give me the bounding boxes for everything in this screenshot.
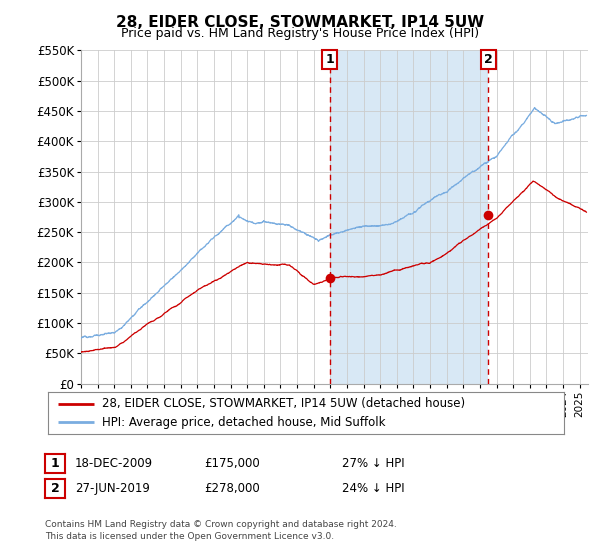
Text: 2: 2 [50,482,59,496]
Text: 1: 1 [325,53,334,66]
Bar [329,50,488,384]
Text: £175,000: £175,000 [204,457,260,470]
Text: 28, EIDER CLOSE, STOWMARKET, IP14 5UW (detached house): 28, EIDER CLOSE, STOWMARKET, IP14 5UW (d… [102,397,466,410]
Text: 24% ↓ HPI: 24% ↓ HPI [342,482,404,496]
Text: 2: 2 [484,53,493,66]
Text: 27% ↓ HPI: 27% ↓ HPI [342,457,404,470]
Text: 1: 1 [50,457,59,470]
Text: 28, EIDER CLOSE, STOWMARKET, IP14 5UW: 28, EIDER CLOSE, STOWMARKET, IP14 5UW [116,15,484,30]
Text: £278,000: £278,000 [204,482,260,496]
Text: Contains HM Land Registry data © Crown copyright and database right 2024.
This d: Contains HM Land Registry data © Crown c… [45,520,397,541]
Text: HPI: Average price, detached house, Mid Suffolk: HPI: Average price, detached house, Mid … [102,416,386,429]
Text: 18-DEC-2009: 18-DEC-2009 [75,457,153,470]
Text: Price paid vs. HM Land Registry's House Price Index (HPI): Price paid vs. HM Land Registry's House … [121,27,479,40]
Text: 27-JUN-2019: 27-JUN-2019 [75,482,150,496]
